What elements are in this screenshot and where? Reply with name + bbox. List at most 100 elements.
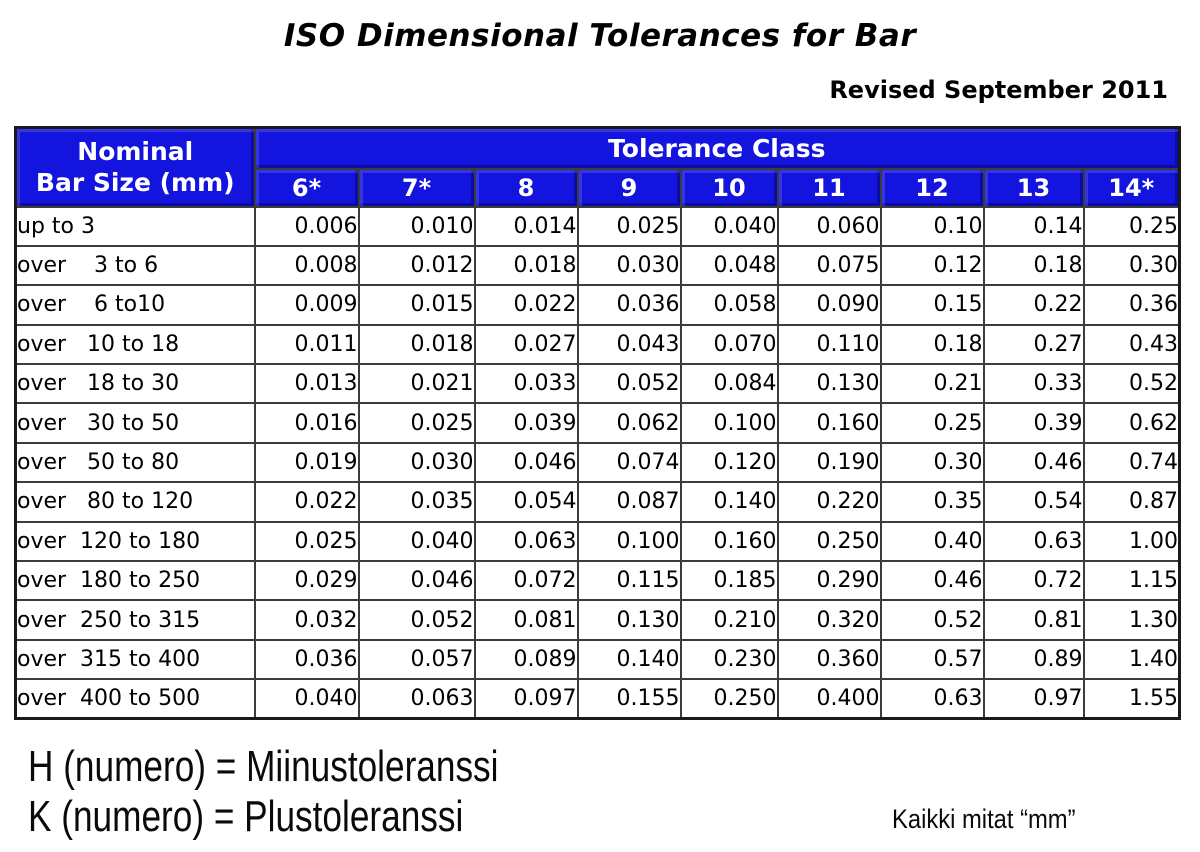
value-cell: 0.140: [576, 638, 682, 681]
corner-header: Nominal Bar Size (mm): [14, 126, 256, 208]
value-cell: 0.081: [473, 599, 579, 641]
table-row: up to 3 0.006 0.010 0.014 0.025 0.040 0.060 0.1…: [14, 205, 1181, 247]
class-header: 6*: [253, 167, 360, 208]
value-cell: 0.15: [879, 284, 985, 326]
value-cell: 0.320: [776, 599, 882, 641]
value-cell: 0.46: [879, 560, 985, 602]
value-cell: 0.090: [776, 284, 882, 326]
value-cell: 0.35: [879, 481, 985, 523]
note-h-line: H (numero) = Miinustoleranssi: [28, 742, 499, 792]
value-cell: 0.54: [982, 481, 1085, 523]
value-cell: 0.097: [473, 678, 579, 720]
value-cell: 0.016: [253, 402, 360, 444]
value-cell: 0.130: [776, 363, 882, 405]
value-cell: 0.040: [679, 205, 779, 247]
row-label-cell: over 18 to 30: [14, 363, 256, 405]
value-cell: 1.15: [1082, 560, 1181, 602]
value-cell: 0.063: [473, 520, 579, 563]
value-cell: 0.40: [879, 520, 985, 563]
value-cell: 0.62: [1082, 402, 1181, 444]
class-header: 11: [776, 167, 882, 208]
value-cell: 0.040: [253, 678, 360, 720]
class-header: 9: [576, 167, 682, 208]
value-cell: 0.30: [879, 441, 985, 484]
class-header: 8: [473, 167, 579, 208]
value-cell: 0.25: [879, 402, 985, 444]
value-cell: 0.036: [576, 284, 682, 326]
value-cell: 0.185: [679, 560, 779, 602]
table-row: over 80 to 120 0.022 0.035 0.054 0.087 0.140 0…: [14, 481, 1181, 523]
value-cell: 0.084: [679, 363, 779, 405]
value-cell: 0.089: [473, 638, 579, 681]
row-label-cell: over 250 to 315: [14, 599, 256, 641]
value-cell: 0.013: [253, 363, 360, 405]
value-cell: 0.015: [357, 284, 476, 326]
value-cell: 0.036: [253, 638, 360, 681]
row-label-cell: over 3 to 6: [14, 244, 256, 287]
value-cell: 0.018: [473, 244, 579, 287]
value-cell: 0.014: [473, 205, 579, 247]
value-cell: 0.011: [253, 323, 360, 366]
value-cell: 0.140: [679, 481, 779, 523]
value-cell: 0.070: [679, 323, 779, 366]
value-cell: 0.030: [357, 441, 476, 484]
value-cell: 0.060: [776, 205, 882, 247]
value-cell: 0.052: [357, 599, 476, 641]
value-cell: 0.89: [982, 638, 1085, 681]
class-header: 12: [879, 167, 985, 208]
class-header-row: 6* 7* 8 9 10 11 12 13 14*: [16, 167, 1181, 208]
value-cell: 0.12: [879, 244, 985, 287]
value-cell: 0.030: [576, 244, 682, 287]
value-cell: 0.63: [982, 520, 1085, 563]
value-cell: 0.43: [1082, 323, 1181, 366]
value-cell: 0.190: [776, 441, 882, 484]
revision-note: Revised September 2011: [829, 76, 1168, 104]
footer: H (numero) = Miinustoleranssi K (numero)…: [28, 742, 1075, 842]
value-cell: 0.010: [357, 205, 476, 247]
value-cell: 0.006: [253, 205, 360, 247]
value-cell: 0.74: [1082, 441, 1181, 484]
value-cell: 0.18: [879, 323, 985, 366]
value-cell: 0.110: [776, 323, 882, 366]
value-cell: 0.087: [576, 481, 682, 523]
value-cell: 0.033: [473, 363, 579, 405]
value-cell: 0.160: [679, 520, 779, 563]
value-cell: 0.250: [679, 678, 779, 720]
value-cell: 0.046: [357, 560, 476, 602]
value-cell: 0.019: [253, 441, 360, 484]
value-cell: 0.36: [1082, 284, 1181, 326]
value-cell: 0.025: [253, 520, 360, 563]
value-cell: 0.155: [576, 678, 682, 720]
value-cell: 0.72: [982, 560, 1085, 602]
value-cell: 0.130: [576, 599, 682, 641]
value-cell: 1.55: [1082, 678, 1181, 720]
value-cell: 0.18: [982, 244, 1085, 287]
value-cell: 0.52: [879, 599, 985, 641]
value-cell: 0.075: [776, 244, 882, 287]
table-row: over 250 to 315 0.032 0.052 0.081 0.130 0.210…: [14, 599, 1181, 641]
value-cell: 0.230: [679, 638, 779, 681]
value-cell: 0.008: [253, 244, 360, 287]
value-cell: 1.00: [1082, 520, 1181, 563]
value-cell: 0.52: [1082, 363, 1181, 405]
row-label-cell: up to 3: [14, 205, 256, 247]
value-cell: 0.025: [576, 205, 682, 247]
value-cell: 0.360: [776, 638, 882, 681]
value-cell: 0.040: [357, 520, 476, 563]
row-label-cell: over 400 to 500: [14, 678, 256, 720]
table-row: over 50 to 80 0.019 0.030 0.046 0.074 0.120 0.…: [14, 441, 1181, 484]
value-cell: 1.40: [1082, 638, 1181, 681]
group-header-row: Nominal Bar Size (mm) Tolerance Class: [14, 126, 1181, 208]
value-cell: 0.072: [473, 560, 579, 602]
value-cell: 0.032: [253, 599, 360, 641]
value-cell: 0.035: [357, 481, 476, 523]
value-cell: 0.022: [253, 481, 360, 523]
value-cell: 0.63: [879, 678, 985, 720]
value-cell: 0.210: [679, 599, 779, 641]
corner-header-line2: Bar Size (mm): [35, 168, 235, 198]
row-label-cell: over 315 to 400: [14, 638, 256, 681]
value-cell: 0.21: [879, 363, 985, 405]
table-row: over 400 to 500 0.040 0.063 0.097 0.155 0.250…: [14, 678, 1181, 720]
tolerance-table: Nominal Bar Size (mm) Tolerance Class 6*…: [14, 126, 1182, 721]
corner-header-line1: Nominal: [77, 137, 194, 167]
